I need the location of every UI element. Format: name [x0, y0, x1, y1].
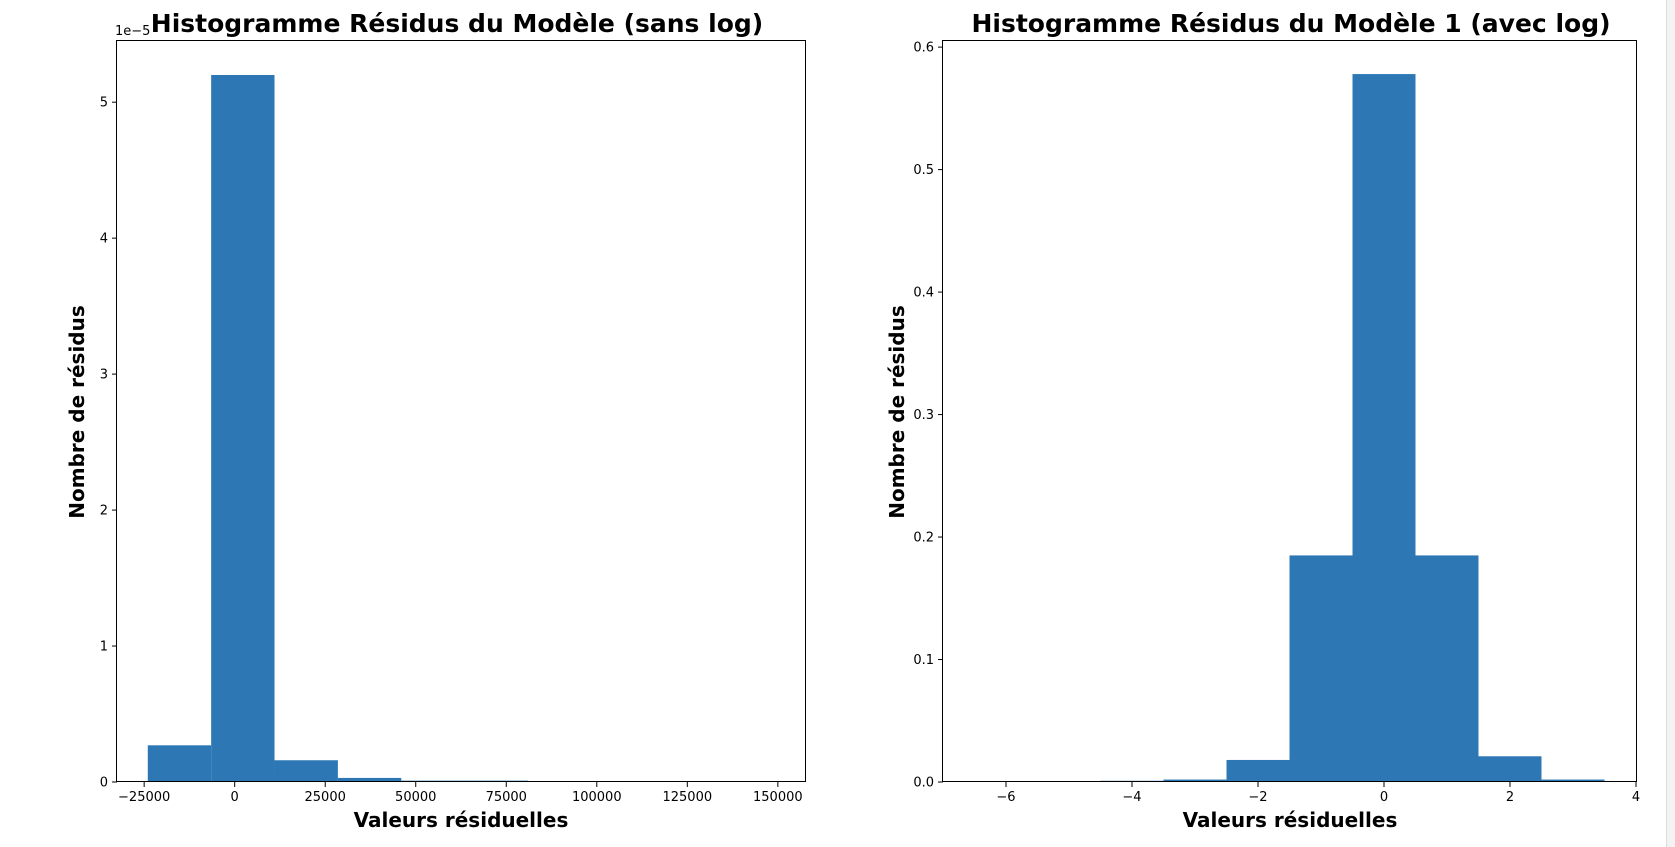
chart-right-y-tick-label: 0.6 — [913, 41, 934, 56]
chart-left-y-axis-label: Nombre de résidus — [65, 305, 89, 519]
chart-right-x-axis-label: Valeurs résiduelles — [1183, 808, 1398, 832]
chart-right-y-tick-label: 0.1 — [913, 653, 934, 668]
chart-right-bar — [1415, 555, 1479, 782]
chart-left-frame — [116, 40, 806, 782]
chart-right-bar — [1541, 779, 1605, 782]
chart-right: Histogramme Résidus du Modèle 1 (avec lo… — [885, 9, 1640, 832]
vertical-scrollbar[interactable] — [1666, 0, 1675, 847]
chart-right-bar — [1478, 756, 1542, 782]
chart-left-x-tick-label: −25000 — [118, 790, 170, 805]
chart-left: Histogramme Résidus du Modèle (sans log)… — [65, 9, 806, 832]
chart-right-bar — [1163, 779, 1227, 782]
chart-left-bar — [211, 74, 275, 782]
chart-right-x-tick-label: −6 — [996, 790, 1015, 805]
chart-left-bar — [274, 760, 338, 782]
chart-left-x-tick-label: 25000 — [305, 790, 346, 805]
chart-right-plot-area: −6 −4 −2 0 2 4 0.0 0.1 0.2 0.3 0.4 0.5 0.6 — [913, 41, 1640, 805]
chart-left-y-tick-label: 0 — [100, 776, 108, 791]
chart-left-bar — [147, 745, 212, 782]
chart-right-x-tick-label: −4 — [1122, 790, 1141, 805]
chart-left-x-axis-label: Valeurs résiduelles — [354, 808, 569, 832]
chart-right-frame — [942, 40, 1637, 782]
chart-left-y-tick-label: 2 — [100, 504, 108, 519]
chart-left-x-tick-label: 50000 — [395, 790, 436, 805]
chart-right-y-tick-label: 0.2 — [913, 531, 934, 546]
chart-left-y-tick-label: 1 — [100, 640, 108, 655]
chart-right-x-tick-label: −2 — [1248, 790, 1267, 805]
chart-left-x-tick-label: 75000 — [486, 790, 527, 805]
chart-right-bar — [1289, 555, 1353, 782]
chart-right-bar — [1352, 74, 1416, 783]
chart-right-x-tick-label: 0 — [1380, 790, 1388, 805]
chart-right-title: Histogramme Résidus du Modèle 1 (avec lo… — [971, 9, 1610, 38]
chart-left-title: Histogramme Résidus du Modèle (sans log) — [151, 9, 763, 38]
chart-left-bar — [337, 777, 402, 782]
chart-right-bar — [1226, 759, 1290, 782]
chart-right-y-axis-label: Nombre de résidus — [885, 305, 909, 519]
chart-left-offset-text: 1e−5 — [115, 24, 150, 39]
chart-left-y-tick-label: 5 — [100, 96, 108, 111]
chart-left-plot-area: −25000 0 25000 50000 75000 100000 125000 150000… — [100, 74, 803, 805]
chart-right-x-tick-label: 2 — [1506, 790, 1514, 805]
chart-left-x-tick-label: 125000 — [662, 790, 712, 805]
chart-left-y-tick-label: 3 — [100, 368, 108, 383]
chart-right-y-tick-label: 0.0 — [913, 776, 934, 791]
chart-right-x-tick-label: 4 — [1632, 790, 1640, 805]
chart-right-y-tick-label: 0.5 — [913, 163, 934, 178]
chart-right-y-tick-label: 0.3 — [913, 408, 934, 423]
chart-left-y-tick-label: 4 — [100, 232, 108, 247]
chart-right-y-tick-label: 0.4 — [913, 286, 934, 301]
chart-left-x-tick-label: 0 — [231, 790, 239, 805]
chart-left-x-tick-label: 150000 — [753, 790, 803, 805]
chart-left-x-tick-label: 100000 — [572, 790, 622, 805]
